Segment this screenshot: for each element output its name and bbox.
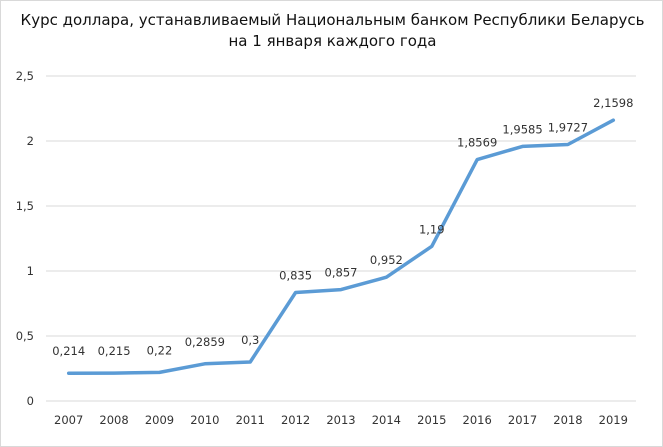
x-tick-label: 2014 <box>372 413 401 427</box>
data-label: 0,952 <box>370 253 403 267</box>
data-label: 0,857 <box>325 266 358 280</box>
x-tick-label: 2015 <box>417 413 446 427</box>
y-tick-label: 2 <box>27 134 34 148</box>
x-tick-label: 2008 <box>99 413 128 427</box>
data-label: 2,1598 <box>593 96 633 110</box>
data-label: 1,9727 <box>548 121 588 135</box>
x-tick-label: 2012 <box>281 413 310 427</box>
data-label: 0,3 <box>241 333 259 347</box>
chart-title-line-2: на 1 января каждого года <box>228 32 437 50</box>
data-label: 1,8569 <box>457 136 497 150</box>
data-label: 1,19 <box>419 222 445 236</box>
x-tick-label: 2009 <box>145 413 174 427</box>
chart-title-line-1: Курс доллара, устанавливаемый Национальн… <box>20 11 645 29</box>
y-tick-label: 1,5 <box>16 199 34 213</box>
y-tick-label: 0,5 <box>16 329 34 343</box>
x-tick-label: 2016 <box>463 413 492 427</box>
data-label: 1,9585 <box>502 122 542 136</box>
x-tick-label: 2018 <box>553 413 582 427</box>
data-label: 0,2859 <box>185 335 225 349</box>
x-tick-label: 2017 <box>508 413 537 427</box>
x-tick-label: 2007 <box>54 413 83 427</box>
x-tick-label: 2010 <box>190 413 219 427</box>
data-label: 0,215 <box>98 344 131 358</box>
y-tick-label: 2,5 <box>16 69 34 83</box>
y-tick-label: 0 <box>27 394 34 408</box>
y-tick-label: 1 <box>27 264 34 278</box>
data-label: 0,835 <box>279 268 312 282</box>
x-tick-label: 2019 <box>599 413 628 427</box>
chart-title: Курс доллара, устанавливаемый Национальн… <box>1 10 663 52</box>
data-label: 0,214 <box>52 344 85 358</box>
data-label: 0,22 <box>147 343 173 357</box>
series-line <box>66 118 616 375</box>
x-tick-label: 2013 <box>326 413 355 427</box>
x-tick-label: 2011 <box>236 413 265 427</box>
